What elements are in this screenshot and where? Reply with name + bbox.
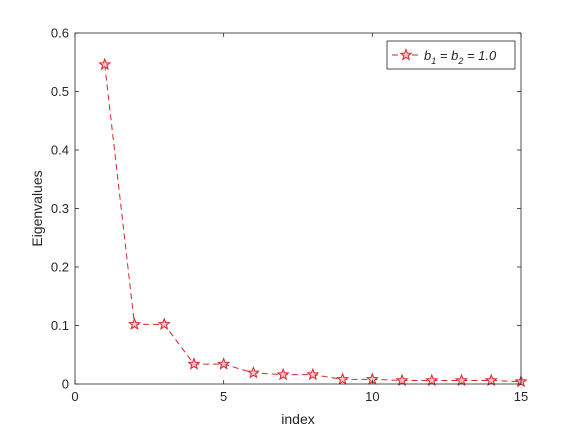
legend-b1: b — [424, 48, 431, 63]
x-axis-title: index — [281, 411, 314, 427]
legend-eq: = — [436, 48, 451, 63]
legend: b1 = b2 = 1.0 — [386, 40, 516, 70]
data-point-marker — [98, 57, 112, 71]
plot-area — [75, 33, 521, 384]
data-point-marker — [454, 373, 469, 387]
x-tick-label: 10 — [365, 389, 379, 404]
legend-b2: b — [451, 48, 458, 63]
data-point-marker — [276, 367, 290, 381]
legend-marker — [399, 48, 413, 61]
legend-star-icon — [399, 48, 413, 61]
data-point-marker — [336, 372, 350, 385]
data-point-marker — [217, 357, 231, 370]
data-point-marker — [395, 373, 409, 387]
y-axis-title: Eigenvalues — [29, 170, 45, 246]
y-tick-label: 0 — [62, 377, 69, 392]
tick-layer: 0 5 10 15 0 0.1 0.2 0.3 0.4 0.5 0.6 — [51, 26, 528, 405]
y-tick-label: 0.3 — [51, 201, 69, 216]
y-tick-label: 0.4 — [51, 143, 69, 158]
data-point-marker — [157, 317, 171, 330]
legend-sub2: 2 — [457, 56, 463, 66]
legend-sub1: 1 — [431, 56, 436, 66]
y-tick-label: 0.5 — [51, 84, 69, 99]
y-tick-label: 0.6 — [51, 26, 69, 41]
data-point-marker — [425, 373, 439, 387]
x-tick-label: 15 — [514, 389, 528, 404]
x-tick-label: 0 — [71, 389, 78, 404]
data-point-marker — [484, 373, 498, 387]
y-tick-label: 0.1 — [51, 318, 69, 333]
y-tick-label: 0.2 — [51, 260, 69, 275]
legend-value: = 1.0 — [463, 48, 497, 63]
x-tick-label: 5 — [220, 389, 227, 404]
data-point-marker — [187, 357, 201, 370]
data-point-marker — [246, 365, 260, 379]
data-point-marker — [127, 317, 142, 330]
data-point-marker — [306, 367, 320, 381]
legend-label: b1 = b2 = 1.0 — [424, 48, 497, 66]
